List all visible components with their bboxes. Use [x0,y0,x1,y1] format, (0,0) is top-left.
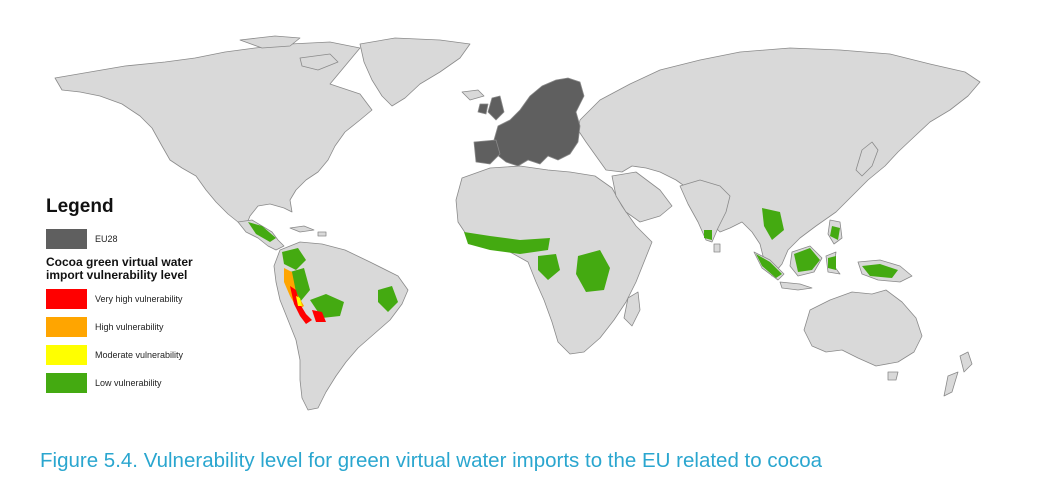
eu28-ireland [477,103,489,115]
low-vulnerability-brazil-east [378,286,398,312]
sri-lanka-landmass [713,243,721,253]
low-vulnerability-west-africa [464,232,550,254]
moderate-vulnerability-peru [296,296,302,306]
low-vulnerability-colombia [282,248,306,270]
new-zealand-landmass [943,351,973,397]
legend-item-high: High vulnerability [46,316,256,338]
iceland-landmass [461,89,485,101]
high-label: High vulnerability [95,322,164,332]
low-vulnerability-central-america [248,222,276,242]
map-legend: Legend EU28 Cocoa green virtual water im… [46,196,256,400]
eu28-swatch [46,229,87,249]
india-landmass [679,179,731,243]
eu28-mainland [493,77,585,167]
low-swatch [46,373,87,393]
tasmania-landmass [887,371,899,381]
madagascar-landmass [623,291,641,327]
eu28-uk [487,95,505,121]
low-vulnerability-east-africa [576,250,610,292]
arabian-peninsula-landmass [611,171,673,223]
low-vulnerability-borneo [794,248,820,272]
low-vulnerability-indochina [762,208,784,240]
very-high-label: Very high vulnerability [95,294,183,304]
australia-landmass [803,289,923,367]
low-vulnerability-new-guinea [862,264,898,278]
low-vulnerability-central-africa [538,254,560,280]
legend-item-moderate: Moderate vulnerability [46,344,256,366]
canadian-arctic-islands [239,35,339,71]
moderate-swatch [46,345,87,365]
legend-item-low: Low vulnerability [46,372,256,394]
low-vulnerability-sulawesi [828,256,836,270]
very-high-vulnerability-peru [290,286,312,324]
legend-subtitle: Cocoa green virtual water import vulnera… [46,255,193,282]
low-label: Low vulnerability [95,378,162,388]
caribbean-islands [289,225,327,237]
japan-landmass [855,141,879,177]
legend-title: Legend [46,196,114,217]
very-high-swatch [46,289,87,309]
eurasia-landmass [577,47,981,277]
java-landmass [779,281,813,291]
low-vulnerability-philippines [830,226,840,240]
legend-item-eu28: EU28 [46,228,256,250]
low-vulnerability-sumatra [756,254,782,278]
legend-item-very-high: Very high vulnerability [46,288,256,310]
very-high-vulnerability-bolivia [312,310,326,322]
eu28-label: EU28 [95,234,118,244]
low-vulnerability-india [704,230,712,240]
figure-caption: Figure 5.4. Vulnerability level for gree… [40,449,823,472]
greenland-landmass [359,37,471,107]
eu28-iberia [473,139,501,165]
high-swatch [46,317,87,337]
moderate-label: Moderate vulnerability [95,350,184,360]
world-map [54,35,981,411]
